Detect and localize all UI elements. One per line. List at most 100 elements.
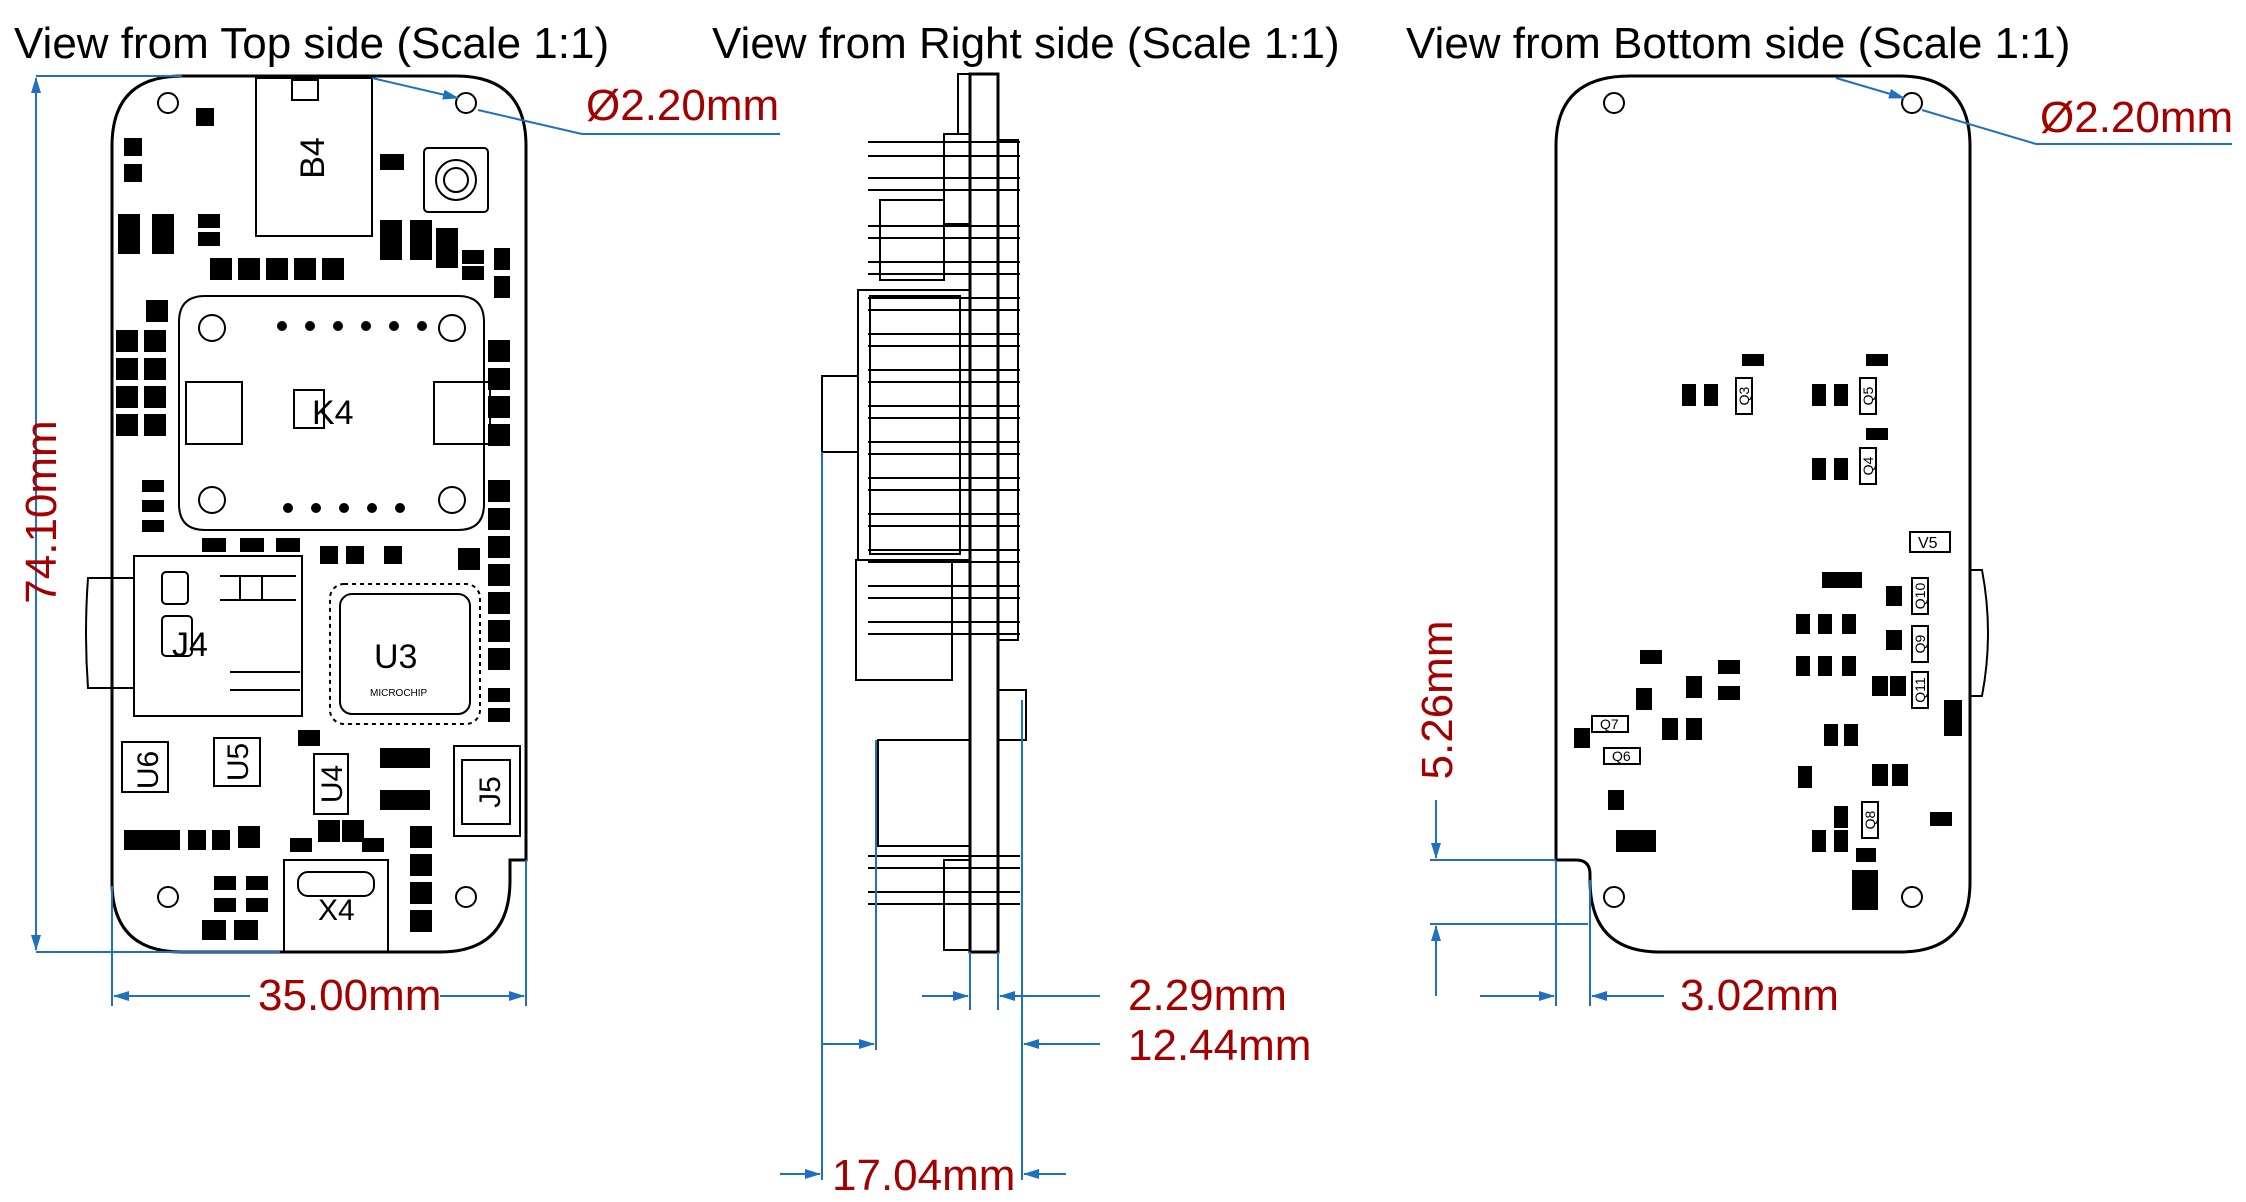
- k4-hole: [438, 486, 466, 514]
- k4-hole: [438, 314, 466, 342]
- top-view-title: View from Top side (Scale 1:1): [14, 19, 609, 68]
- bottom-view-dimensions: Ø2.20mm 5.26mm 3.02mm: [1413, 77, 2233, 1020]
- q10-part: [1911, 577, 1929, 615]
- bottom-card-eject: [1969, 569, 1989, 697]
- top-mount-hole: [455, 92, 477, 114]
- j4-contacts: [230, 671, 300, 691]
- k4-inductor: [185, 381, 243, 445]
- j4-card-eject: [85, 577, 135, 689]
- b4-label: B4: [294, 137, 332, 179]
- dim-arrow: [371, 77, 459, 100]
- bottom-mount-hole: [1901, 886, 1923, 908]
- j4-marker: [161, 571, 189, 605]
- u3-pads: [329, 583, 481, 725]
- v5-label: V5: [1918, 535, 1938, 552]
- dim-leader: [477, 109, 583, 135]
- bottom-mount-hole: [1901, 92, 1923, 114]
- q5-part: [1859, 377, 1877, 415]
- q9-label: Q9: [1912, 634, 1928, 653]
- side-module: [855, 559, 953, 681]
- rotary-switch-knob: [443, 167, 469, 193]
- side-header-pins: [868, 141, 1020, 905]
- dim-board-height: 74.10mm: [17, 420, 66, 603]
- x4-usb-opening: [297, 871, 375, 897]
- dim-board-width: 35.00mm: [258, 971, 441, 1020]
- u6-chip: [121, 741, 169, 793]
- j4-contacts: [220, 575, 296, 601]
- j5-label: J5: [474, 776, 507, 808]
- q11-part: [1911, 671, 1929, 709]
- k4-crystal: [293, 389, 325, 429]
- k4-hole: [198, 486, 226, 514]
- right-view-dimensions: 2.29mm 12.44mm 17.04mm: [780, 452, 1311, 1200]
- u4-chip: [313, 753, 349, 815]
- dim-right-protrusion: 12.44mm: [1128, 1021, 1311, 1070]
- k4-label: K4: [312, 394, 354, 432]
- q8-label: Q8: [1862, 810, 1878, 829]
- side-sensor-module: [869, 295, 961, 555]
- q4-part: [1859, 447, 1877, 485]
- top-mount-hole: [157, 886, 179, 908]
- bottom-view-title: View from Bottom side (Scale 1:1): [1406, 19, 2070, 68]
- bottom-board-outline: [1554, 74, 1972, 954]
- u4-label: U4: [316, 765, 349, 803]
- right-view: [821, 72, 1027, 954]
- dim-bottom-cut-width: 3.02mm: [1680, 971, 1839, 1020]
- dim-bottom-cut-height: 5.26mm: [1413, 621, 1462, 780]
- top-smd-pads: [116, 108, 510, 940]
- q8-part: [1861, 801, 1879, 839]
- dim-leader: [1921, 109, 2037, 145]
- j4-label: J4: [172, 626, 208, 664]
- top-mount-hole: [157, 92, 179, 114]
- side-part: [997, 139, 1019, 641]
- dim-pcb-thickness: 2.29mm: [1128, 971, 1287, 1020]
- side-card: [821, 375, 859, 453]
- x4-label: X4: [318, 894, 355, 927]
- q10-label: Q10: [1912, 583, 1928, 610]
- q9-part: [1911, 625, 1929, 663]
- u3-brand: MICROCHIP: [370, 688, 428, 699]
- side-connector: [877, 739, 971, 847]
- k4-module: [178, 295, 485, 531]
- q3-part: [1735, 377, 1753, 415]
- j5-connector: [453, 745, 521, 837]
- q11-label: Q11: [1912, 677, 1928, 703]
- side-sensor-module: [857, 289, 971, 561]
- side-part: [957, 73, 971, 135]
- q6-part: [1603, 747, 1641, 765]
- b4-antenna: [291, 79, 319, 101]
- dim-total-depth: 17.04mm: [832, 1151, 1015, 1200]
- bottom-view: Q3 Q5 Q4 V5 Q10 Q9 Q11 Q7 Q6 Q8: [1554, 74, 1989, 954]
- j5-connector: [461, 759, 511, 825]
- v5-part: [1909, 531, 1951, 553]
- top-view: B4 K4 J4 U3 MICROCHIP U6: [85, 74, 528, 954]
- k4-pin-row: [277, 321, 427, 513]
- u6-label: U6: [132, 751, 165, 789]
- q4-label: Q4: [1860, 456, 1876, 475]
- bottom-mount-hole: [1603, 92, 1625, 114]
- q3-label: Q3: [1736, 386, 1752, 405]
- side-header: [879, 199, 945, 281]
- dim-top-hole: Ø2.20mm: [586, 81, 779, 130]
- k4-hole: [198, 314, 226, 342]
- u3-label: U3: [374, 638, 417, 676]
- bottom-smd-pads: [1574, 354, 1962, 910]
- right-view-title: View from Right side (Scale 1:1): [712, 19, 1340, 68]
- u5-chip: [213, 737, 261, 787]
- dim-bottom-hole: Ø2.20mm: [2040, 93, 2233, 142]
- rotary-switch: [423, 147, 489, 213]
- dim-arrow: [1835, 77, 1905, 99]
- rotary-switch-knob: [435, 159, 477, 201]
- x4-usb-connector: [283, 859, 389, 953]
- bottom-mount-hole: [1603, 886, 1625, 908]
- side-part: [997, 689, 1027, 741]
- u5-label: U5: [222, 743, 255, 781]
- q7-label: Q7: [1600, 716, 1619, 732]
- top-view-dimensions: 74.10mm 35.00mm Ø2.20mm: [17, 75, 780, 1020]
- q6-label: Q6: [1612, 748, 1631, 764]
- u3-chip: [339, 593, 471, 715]
- j4-marker: [161, 615, 193, 657]
- q5-label: Q5: [1860, 386, 1876, 405]
- b4-module: [255, 77, 373, 237]
